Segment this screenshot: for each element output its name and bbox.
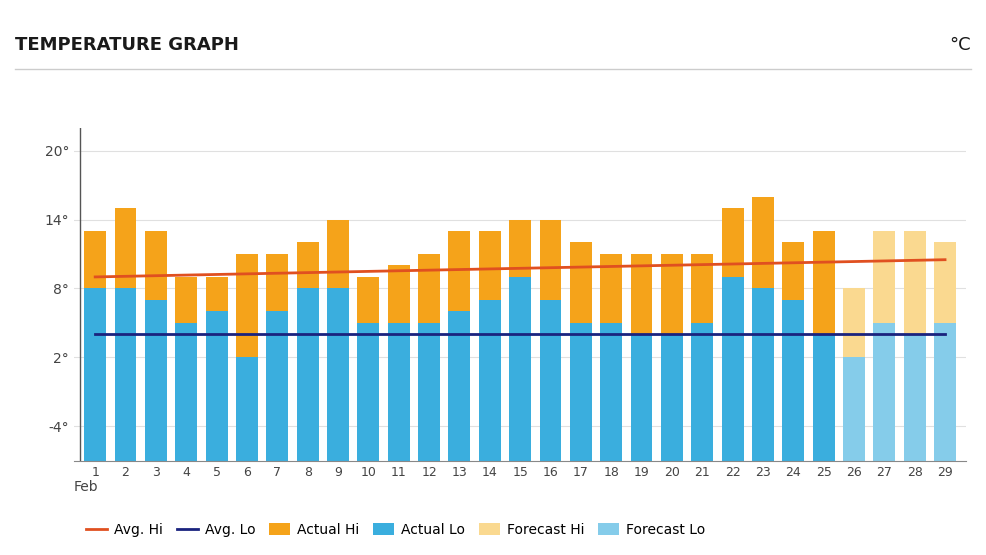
Bar	[631, 334, 653, 461]
Bar	[358, 277, 380, 323]
Bar	[418, 323, 440, 461]
Text: Feb: Feb	[74, 480, 99, 494]
Bar	[297, 289, 318, 461]
Bar	[176, 323, 197, 461]
Bar	[570, 323, 592, 461]
Bar	[509, 277, 531, 461]
Bar	[539, 220, 561, 300]
Bar	[874, 231, 895, 323]
Bar	[387, 323, 409, 461]
Bar	[752, 289, 774, 461]
Bar	[812, 231, 834, 334]
Bar	[782, 243, 805, 300]
Bar	[387, 265, 409, 323]
Bar	[812, 334, 834, 461]
Bar	[691, 254, 713, 323]
Bar	[297, 243, 318, 289]
Legend: Avg. Hi, Avg. Lo, Actual Hi, Actual Lo, Forecast Hi, Forecast Lo: Avg. Hi, Avg. Lo, Actual Hi, Actual Lo, …	[81, 517, 711, 542]
Bar	[874, 323, 895, 461]
Bar	[266, 311, 288, 461]
Bar	[509, 220, 531, 277]
Bar	[782, 300, 805, 461]
Bar	[600, 323, 622, 461]
Bar	[934, 323, 956, 461]
Bar	[752, 196, 774, 289]
Bar	[570, 243, 592, 323]
Bar	[84, 231, 106, 289]
Bar	[206, 277, 228, 311]
Bar	[114, 289, 136, 461]
Bar	[236, 357, 258, 461]
Bar	[327, 289, 349, 461]
Bar	[661, 254, 682, 334]
Bar	[843, 289, 865, 357]
Text: TEMPERATURE GRAPH: TEMPERATURE GRAPH	[15, 36, 239, 54]
Bar	[661, 334, 682, 461]
Bar	[449, 231, 470, 311]
Bar	[722, 277, 743, 461]
Text: °C: °C	[950, 36, 971, 54]
Bar	[145, 231, 167, 300]
Bar	[327, 220, 349, 289]
Bar	[358, 323, 380, 461]
Bar	[843, 357, 865, 461]
Bar	[114, 208, 136, 289]
Bar	[84, 289, 106, 461]
Bar	[904, 334, 926, 461]
Bar	[176, 277, 197, 323]
Bar	[631, 254, 653, 334]
Bar	[449, 311, 470, 461]
Bar	[479, 231, 501, 300]
Bar	[691, 323, 713, 461]
Bar	[934, 243, 956, 323]
Bar	[206, 311, 228, 461]
Bar	[266, 254, 288, 311]
Bar	[236, 254, 258, 357]
Bar	[145, 300, 167, 461]
Bar	[418, 254, 440, 323]
Bar	[539, 300, 561, 461]
Bar	[722, 208, 743, 277]
Bar	[479, 300, 501, 461]
Bar	[904, 231, 926, 334]
Bar	[600, 254, 622, 323]
